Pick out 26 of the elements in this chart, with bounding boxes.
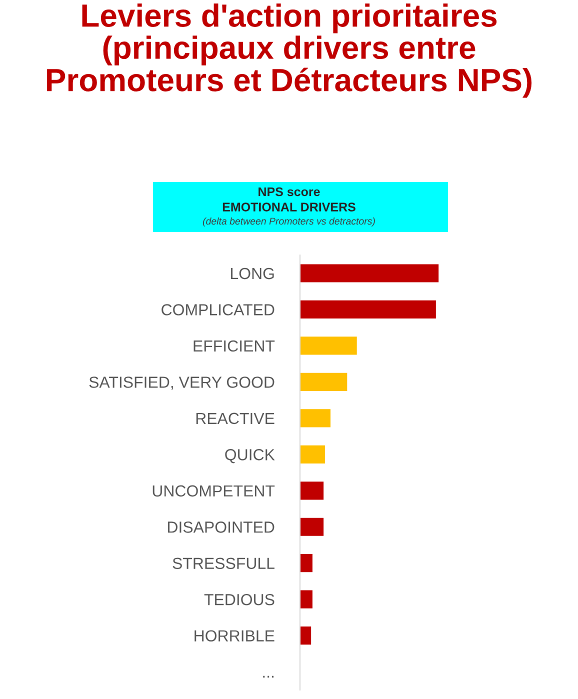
bar	[300, 482, 324, 500]
y-tick-label: SATISFIED, VERY GOOD	[89, 376, 274, 390]
bar	[300, 518, 324, 536]
bar	[300, 626, 312, 645]
y-tick-label: LONG	[231, 268, 274, 280]
bar	[300, 372, 348, 392]
y-tick-label: UNCOMPETENT	[152, 485, 275, 497]
y-tick-label: STRESSFULL	[172, 558, 274, 570]
y-tick-label: HORRIBLE	[194, 630, 274, 642]
y-tick-label: REACTIVE	[196, 412, 274, 424]
chart-title: Leviers d'action prioritaires (principaux drivers entre Promoteurs et Détracteurs NPS)	[47, 3, 532, 98]
y-tick-label: DISAPOINTED	[168, 522, 274, 533]
bar	[300, 409, 330, 428]
bar	[300, 445, 325, 464]
bar	[300, 300, 436, 319]
y-tick-label: ...	[263, 676, 274, 678]
y-tick-label: TEDIOUS	[204, 594, 274, 606]
text: (delta between Promoters vs detractors)	[203, 217, 375, 227]
bar	[300, 554, 312, 572]
chart-subtitle: NPS score EMOTIONAL DRIVERS	[222, 187, 356, 212]
bar	[300, 590, 312, 608]
bar	[300, 336, 357, 355]
y-tick-label: QUICK	[225, 449, 275, 464]
y-tick-label: EFFICIENT	[194, 340, 275, 352]
bar	[300, 264, 439, 282]
y-tick-label: COMPLICATED	[162, 304, 274, 316]
